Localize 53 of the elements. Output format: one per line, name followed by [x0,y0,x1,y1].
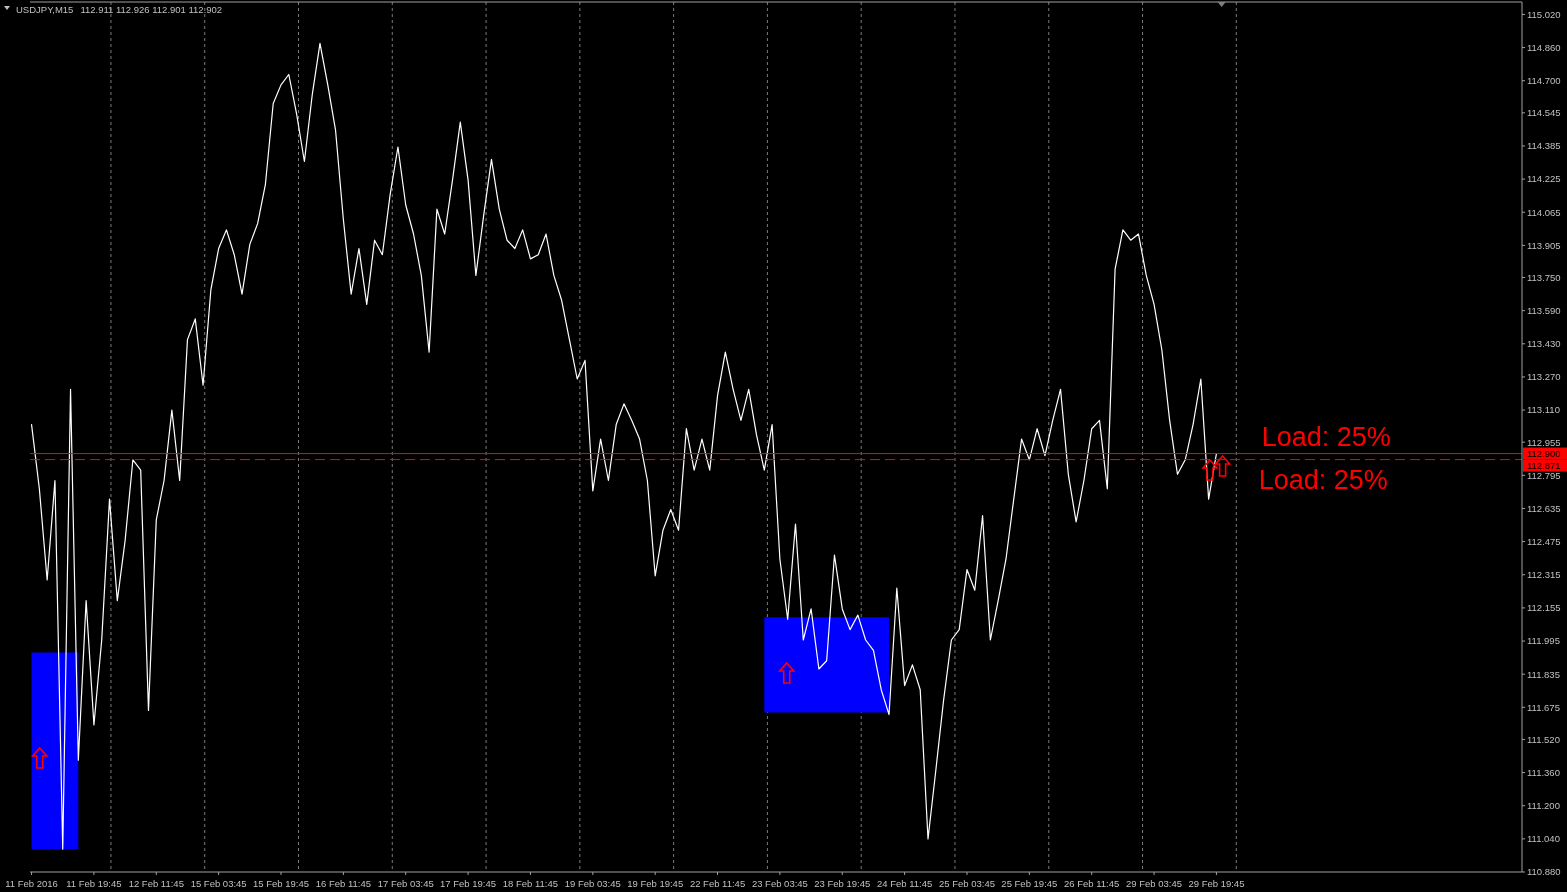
y-tick-label: 111.675 [1527,701,1560,713]
x-tick-label: 19 Feb 03:45 [564,878,621,889]
x-tick-label: 15 Feb 03:45 [190,878,247,889]
annotation: Load: 25% [1261,422,1391,452]
y-tick-label: 112.955 [1527,436,1561,448]
y-tick-label: 114.225 [1527,173,1561,185]
x-tick-label: 29 Feb 19:45 [1188,878,1245,889]
x-tick-label: 22 Feb 11:45 [689,878,746,889]
x-tick-label: 23 Feb 19:45 [814,878,871,889]
x-tick-label: 23 Feb 03:45 [751,878,808,889]
y-tick-label: 114.385 [1527,140,1561,152]
y-tick-label: 113.430 [1527,338,1561,350]
x-tick-label: 19 Feb 19:45 [627,878,684,889]
x-tick-label: 18 Feb 11:45 [502,878,559,889]
x-tick-label: 11 Feb 19:45 [66,878,122,889]
y-tick-label: 113.905 [1527,239,1561,251]
annotation: Load: 25% [1258,465,1388,495]
y-tick-label: 111.200 [1527,800,1560,812]
y-tick-label: 110.880 [1527,866,1561,878]
x-tick-label: 16 Feb 11:45 [315,878,372,889]
x-tick-label: 17 Feb 19:45 [440,878,497,889]
x-tick-label: 25 Feb 19:45 [1001,878,1058,889]
y-tick-label: 112.315 [1527,569,1561,581]
y-tick-label: 114.065 [1527,206,1561,218]
y-tick-label: 114.545 [1527,107,1561,119]
y-tick-label: 113.590 [1527,304,1561,316]
x-tick-label: 26 Feb 11:45 [1064,878,1120,889]
x-tick-label: 15 Feb 19:45 [253,878,310,889]
y-tick-label: 113.750 [1527,271,1561,283]
y-tick-label: 112.155 [1527,602,1561,614]
chart-title: USDJPY,M15 [16,4,74,15]
y-tick-label: 111.995 [1527,635,1560,647]
ref-line-label: 112.900 [1527,447,1561,459]
y-tick-label: 113.110 [1527,404,1560,416]
y-tick-label: 114.860 [1527,41,1561,53]
chart-subtitle: 112.911 112.926 112.901 112.902 [80,4,223,15]
x-tick-label: 11 Feb 2016 [5,878,58,889]
y-tick-label: 111.040 [1527,833,1560,845]
y-tick-label: 111.520 [1527,733,1560,745]
x-tick-label: 25 Feb 03:45 [938,878,995,889]
x-tick-label: 24 Feb 11:45 [876,878,933,889]
y-tick-label: 115.020 [1527,8,1561,20]
y-tick-label: 112.635 [1527,502,1561,514]
y-tick-label: 112.795 [1527,469,1561,481]
x-tick-label: 17 Feb 03:45 [377,878,434,889]
y-tick-label: 112.475 [1527,535,1561,547]
ref-line-label: 112.871 [1527,459,1561,471]
x-tick-label: 29 Feb 03:45 [1126,878,1183,889]
x-tick-label: 12 Feb 11:45 [128,878,184,889]
y-tick-label: 111.835 [1527,668,1560,680]
y-tick-label: 111.360 [1527,766,1560,778]
y-tick-label: 114.700 [1527,75,1561,87]
y-tick-label: 113.270 [1527,371,1561,383]
